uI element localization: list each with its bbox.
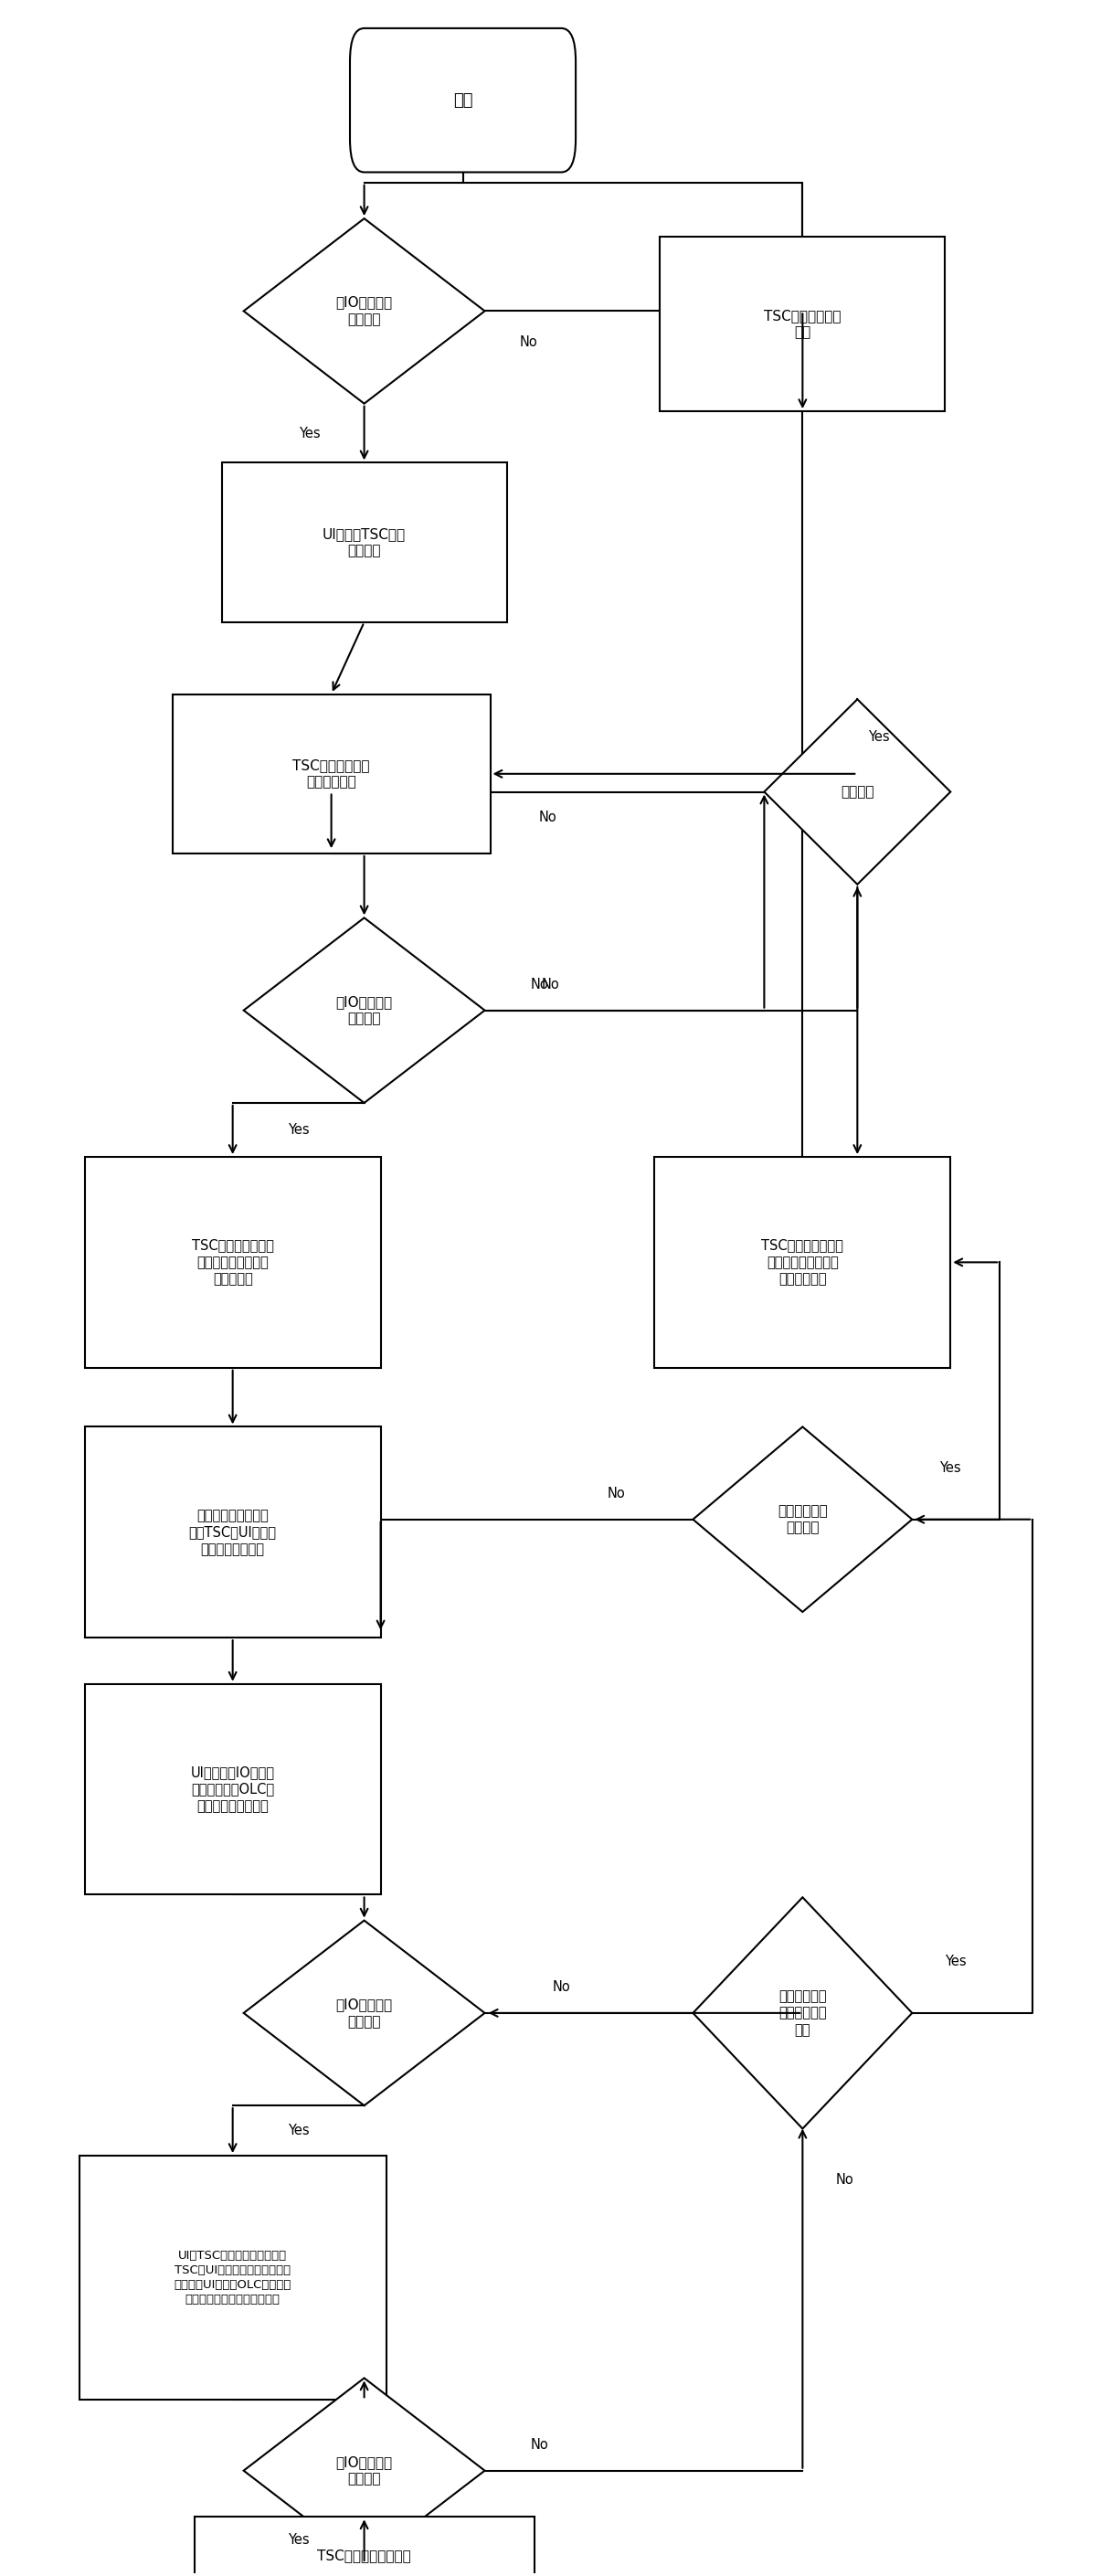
Text: No: No [531,2437,548,2452]
Text: Yes: Yes [298,425,320,440]
Text: 从IO板卡采集
请求信号: 从IO板卡采集 请求信号 [336,994,393,1025]
Text: 是否超时: 是否超时 [841,786,874,799]
Text: TSC道路交通相位轮转: TSC道路交通相位轮转 [317,2548,411,2563]
Text: TSC道路交通相位轮
转，有轨电车专用通
行信号需关闭: TSC道路交通相位轮 转，有轨电车专用通 行信号需关闭 [762,1239,843,1285]
Bar [661,237,945,412]
Text: 从IO板卡采集
进入信号: 从IO板卡采集 进入信号 [336,1996,393,2027]
FancyBboxPatch shape [350,28,576,173]
Text: No: No [531,979,548,992]
Text: No: No [553,1981,570,1994]
Text: TSC系统计算信号
相位调整方案: TSC系统计算信号 相位调整方案 [293,757,370,788]
Text: Yes: Yes [287,1123,309,1136]
Text: TSC应用相位调整方
案，等待有轨电车通
行相位开启: TSC应用相位调整方 案，等待有轨电车通 行相位开启 [192,1239,274,1285]
Polygon shape [764,698,950,884]
Text: No: No [542,979,559,992]
Text: 开始: 开始 [453,93,472,108]
Polygon shape [243,219,484,404]
Text: Yes: Yes [287,2532,309,2548]
Text: 有轨电车通行相位开
启，TSC向UI软件输
出通行灯点亮信号: 有轨电车通行相位开 启，TSC向UI软件输 出通行灯点亮信号 [189,1510,276,1556]
Text: No: No [836,2174,853,2187]
Bar [173,693,490,853]
Bar [79,2156,386,2401]
Text: No: No [520,335,537,348]
Text: UI软件通过IO板将通
行信号输出至OLC，
点亮有轨电车通行灯: UI软件通过IO板将通 行信号输出至OLC， 点亮有轨电车通行灯 [190,1765,275,1814]
Text: 从IO板卡采集
预告信号: 从IO板卡采集 预告信号 [336,296,393,327]
Bar [85,1427,381,1638]
Polygon shape [243,1922,484,2105]
Text: 是否达到通行
相位最大绿灯
时间: 是否达到通行 相位最大绿灯 时间 [778,1989,827,2038]
Text: Yes: Yes [287,2123,309,2138]
Text: Yes: Yes [939,1461,961,1476]
Text: No: No [608,1486,625,1502]
Text: UI向TSC输出路口占用信号，
TSC向UI输出有轨电车通行灯关
闭信号，UI转送至OLC，关闭专
用信号，保持道路信号灯开放: UI向TSC输出路口占用信号， TSC向UI输出有轨电车通行灯关 闭信号，UI转… [174,2249,292,2306]
Text: 从IO板卡采集
出清信号: 从IO板卡采集 出清信号 [336,2455,393,2486]
Polygon shape [693,1899,912,2128]
Bar [221,464,506,623]
Text: Yes: Yes [945,1955,967,1968]
Polygon shape [693,1427,912,1613]
Bar [85,1685,381,1896]
Text: 是否达到绿灯
结束时间: 是否达到绿灯 结束时间 [777,1504,828,1535]
Bar [194,2517,534,2576]
Text: Yes: Yes [869,729,890,744]
Polygon shape [243,917,484,1103]
Text: TSC信号相位正常
轮转: TSC信号相位正常 轮转 [764,309,841,340]
Text: UI软件向TSC发送
预告信号: UI软件向TSC发送 预告信号 [323,528,406,559]
Bar [655,1157,950,1368]
Text: No: No [538,811,557,824]
Bar [85,1157,381,1368]
Polygon shape [243,2378,484,2563]
